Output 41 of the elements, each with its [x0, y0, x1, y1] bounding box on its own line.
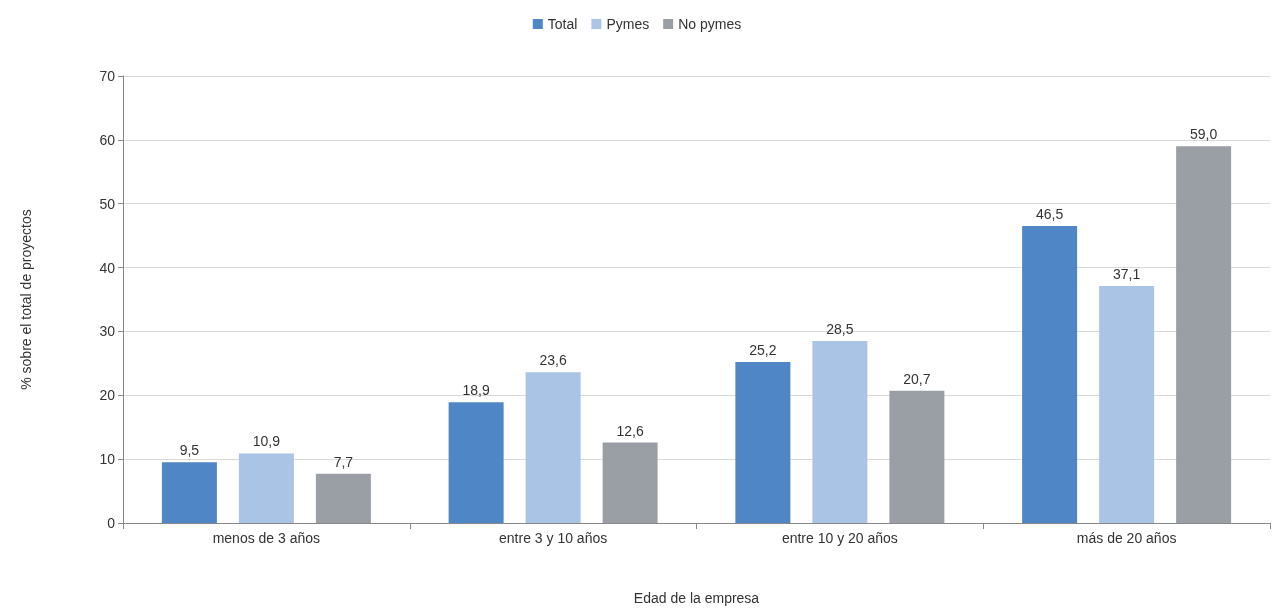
data-label: 18,9 — [462, 382, 490, 399]
bar — [889, 390, 945, 523]
x-axis-title: Edad de la empresa — [633, 590, 760, 606]
y-axis-title: % sobre el total de proyectos — [18, 209, 34, 390]
y-tick-label: 10 — [99, 451, 116, 468]
legend-label: Total — [547, 16, 578, 32]
y-tick-label: 40 — [99, 259, 116, 276]
y-tick-label: 50 — [99, 195, 116, 212]
data-label: 46,5 — [1036, 206, 1064, 223]
bar — [448, 402, 504, 523]
bar — [1176, 146, 1232, 523]
bar — [812, 341, 868, 523]
y-tick-label: 30 — [99, 323, 116, 340]
x-tick-label: más de 20 años — [1076, 530, 1177, 546]
data-label: 7,7 — [333, 453, 354, 470]
x-tick-label: entre 3 y 10 años — [499, 530, 608, 546]
data-label: 59,0 — [1190, 126, 1218, 143]
data-label: 9,5 — [179, 442, 200, 459]
data-label: 23,6 — [539, 352, 567, 369]
data-label: 25,2 — [749, 342, 777, 359]
bar — [315, 473, 371, 523]
y-tick-label: 20 — [99, 387, 116, 404]
data-label: 28,5 — [826, 321, 854, 338]
y-tick-label: 0 — [107, 515, 116, 531]
data-label: 37,1 — [1113, 266, 1141, 283]
y-tick-label: 60 — [99, 131, 116, 148]
bar — [1022, 226, 1078, 523]
y-tick-label: 70 — [99, 68, 116, 84]
bar — [238, 453, 294, 523]
bar — [525, 372, 581, 523]
data-label: 12,6 — [616, 422, 644, 439]
legend-label: No pymes — [678, 16, 742, 32]
legend-label: Pymes — [606, 16, 650, 32]
bar — [1099, 286, 1155, 523]
x-tick-label: menos de 3 años — [212, 530, 321, 546]
bar — [161, 462, 217, 523]
data-label: 10,9 — [252, 433, 281, 450]
bar — [602, 442, 658, 523]
x-tick-label: entre 10 y 20 años — [781, 530, 898, 546]
data-label: 20,7 — [903, 370, 931, 387]
bar — [735, 362, 791, 523]
